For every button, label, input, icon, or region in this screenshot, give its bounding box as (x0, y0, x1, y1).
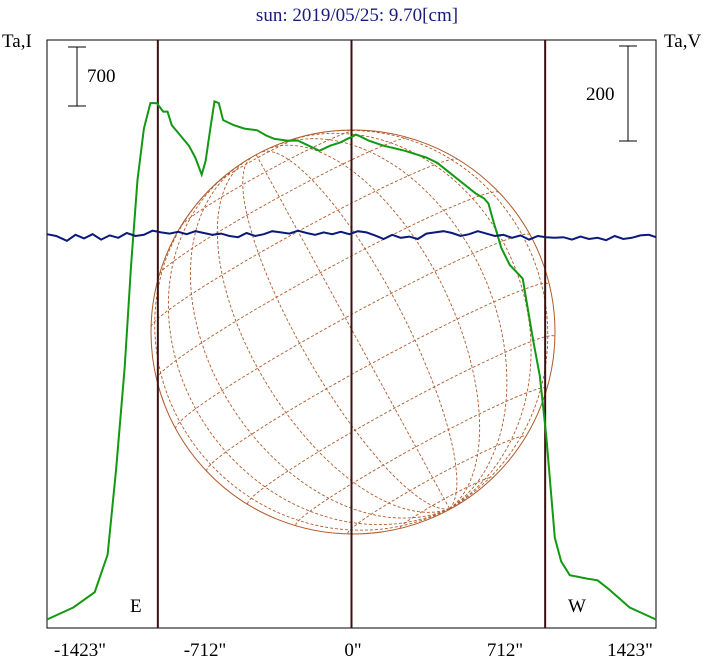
disk-grid-line (260, 150, 458, 509)
disk-grid-line (206, 282, 550, 472)
x-tick-label: 1423" (607, 640, 653, 661)
disk-grid-line (347, 435, 526, 534)
disk-grid-line (295, 387, 547, 526)
disk-grid-line (276, 138, 508, 510)
x-tick-label: -1423" (54, 640, 106, 661)
scale-bar-left-label: 700 (87, 66, 116, 87)
series-line-V (46, 229, 657, 242)
left-axis-label: Ta,I (2, 31, 32, 52)
series-line-I (46, 100, 657, 621)
limb-label-W: W (568, 596, 586, 617)
chart-title: sun: 2019/05/25: 9.70[cm] (256, 5, 458, 26)
disk-coordinate-grid (150, 129, 556, 534)
scale-bar-left: 700 (68, 46, 116, 107)
x-axis: -1423" -712" 0" 712" 1423" (54, 640, 653, 661)
disk-grid-line (215, 135, 303, 185)
limb-label-E: E (130, 596, 142, 617)
disk-grid-line (242, 157, 450, 510)
disk-grid-line (255, 154, 450, 509)
disk-grid-line (216, 159, 450, 513)
disk-grid-line (289, 132, 532, 510)
x-tick-label: -712" (184, 640, 227, 661)
scale-bar-right-label: 200 (586, 84, 615, 105)
disk-grid-line (156, 191, 499, 380)
x-tick-label: 0" (344, 640, 361, 661)
right-axis-label: Ta,V (664, 31, 701, 52)
disk-grid-line (189, 166, 450, 519)
disk-grid-line (180, 129, 357, 226)
x-tick-label: 712" (487, 640, 523, 661)
disk-grid-line (154, 191, 450, 531)
disk-grid-line (247, 335, 556, 505)
disk-grid-line (265, 144, 481, 510)
disk-grid-line (399, 476, 493, 528)
scale-bar-right: 200 (586, 45, 637, 142)
disk-grid-line (167, 174, 450, 526)
solar-disk (150, 129, 556, 535)
disk-grid-line (159, 137, 409, 275)
disk-grid-line (313, 129, 549, 510)
